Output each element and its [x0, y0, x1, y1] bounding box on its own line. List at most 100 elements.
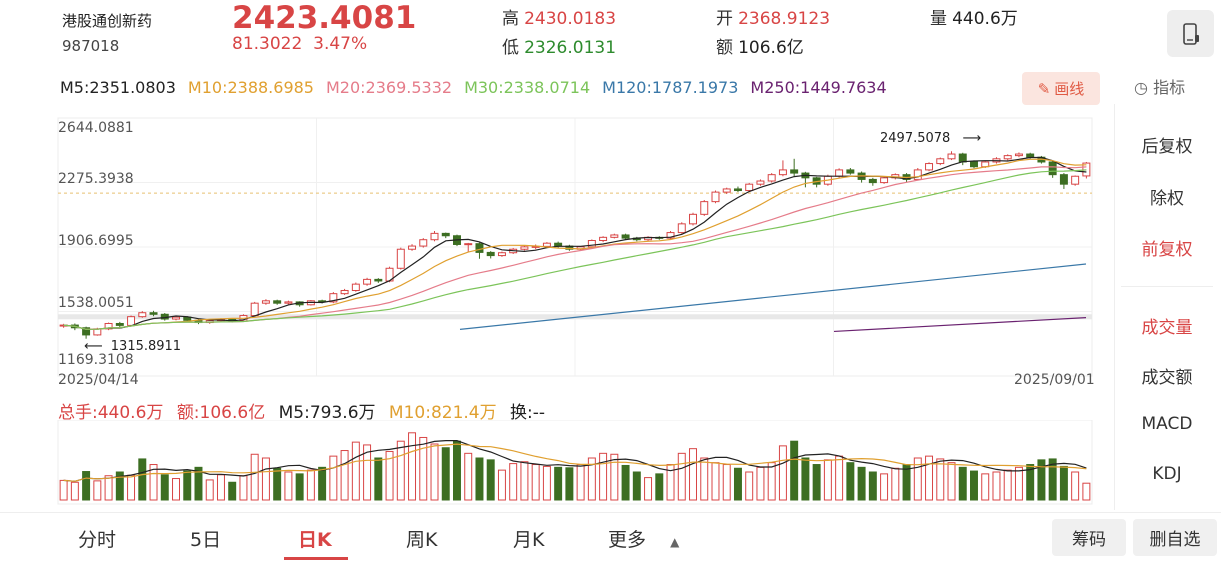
- candle: [711, 191, 720, 203]
- indicator-button[interactable]: ◷ 指标: [1134, 74, 1185, 98]
- candle: [958, 153, 967, 163]
- ma-legend-item: M30:2338.0714: [464, 78, 591, 97]
- volume-bar: [273, 467, 282, 501]
- volume-bar: [970, 470, 978, 501]
- volume-bar: [868, 471, 877, 501]
- kline-chart[interactable]: [0, 104, 1110, 394]
- y-label-3: 1906.6995: [58, 233, 134, 249]
- tab-daily-k[interactable]: 日K: [298, 529, 332, 551]
- volume-frame: [57, 420, 1093, 505]
- volume-indicator-button[interactable]: 成交量: [1141, 318, 1193, 338]
- tab-intraday[interactable]: 分时: [78, 529, 117, 551]
- volume-bar: [531, 464, 540, 501]
- candle: [936, 158, 945, 165]
- volume-bar: [587, 457, 596, 501]
- volume-bar: [902, 464, 911, 501]
- volume-bar: [1037, 459, 1046, 501]
- volume-bar: [441, 447, 450, 501]
- ma-line: [63, 158, 1087, 330]
- change-pct: 3.47%: [313, 34, 368, 54]
- volume-bar: [419, 436, 428, 501]
- volume-bar: [172, 478, 180, 501]
- candle: [284, 301, 293, 304]
- candle: [408, 245, 417, 250]
- volume-chart[interactable]: [0, 420, 1110, 510]
- candle: [745, 183, 754, 192]
- candle: [689, 213, 697, 225]
- tab-5day[interactable]: 5日: [190, 529, 222, 551]
- volume-bar: [542, 465, 551, 501]
- volume-bar: [857, 466, 866, 501]
- total-hands: 总手:440.6万: [58, 403, 164, 423]
- volume-bar: [374, 457, 383, 501]
- volume-bar: [801, 457, 810, 501]
- volume-bar: [239, 475, 248, 501]
- candle: [464, 243, 473, 246]
- start-date: 2025/04/14: [58, 372, 139, 388]
- candle: [363, 278, 372, 285]
- remove-watchlist-button[interactable]: 删自选: [1133, 519, 1217, 556]
- candle: [554, 242, 563, 247]
- volume-bar: [306, 469, 315, 501]
- open-stat: 开 2368.9123: [716, 4, 830, 29]
- volume-value: 440.6万: [952, 9, 1018, 29]
- volume-bar: [408, 432, 417, 501]
- low-label: 低: [502, 38, 519, 58]
- candle: [1003, 155, 1012, 160]
- volume-bar: [891, 467, 900, 501]
- amount-indicator-button[interactable]: 成交额: [1141, 368, 1193, 388]
- volume-bar: [127, 474, 136, 501]
- volume-bar: [228, 481, 237, 501]
- ma-legend-item: M20:2369.5332: [325, 78, 453, 97]
- candle: [250, 302, 259, 317]
- volume-bar: [913, 457, 922, 501]
- high-stat: 高 2430.0183: [502, 4, 616, 29]
- candle: [82, 327, 91, 336]
- volume-amount: 额:106.6亿: [176, 403, 266, 423]
- volume-bar: [677, 452, 686, 501]
- candle: [1082, 162, 1091, 177]
- volume-bar: [194, 466, 203, 501]
- draw-line-button[interactable]: ✎ 画线: [1022, 72, 1100, 105]
- volume-ma-line: [63, 440, 1087, 482]
- volume-bar: [981, 473, 990, 501]
- candle: [868, 178, 877, 184]
- y-label-2: 2275.3938: [58, 171, 134, 187]
- volume-bar: [183, 470, 192, 501]
- adjust-exright-button[interactable]: 除权: [1150, 189, 1184, 209]
- tab-monthly-k[interactable]: 月K: [513, 529, 545, 551]
- candle: [149, 312, 158, 315]
- kdj-indicator-button[interactable]: KDJ: [1152, 464, 1182, 484]
- panel-divider: [1121, 286, 1213, 287]
- candle: [475, 243, 484, 253]
- chips-button[interactable]: 筹码: [1052, 519, 1126, 556]
- macd-indicator-button[interactable]: MACD: [1141, 414, 1193, 434]
- candle: [1059, 174, 1068, 185]
- pencil-icon: ✎: [1037, 79, 1051, 98]
- caret-up-icon: ▲: [670, 535, 680, 549]
- volume-bar: [1014, 466, 1023, 501]
- volume-bar: [1059, 465, 1068, 501]
- volume-bar: [992, 471, 1001, 501]
- volume-bar: [745, 471, 754, 501]
- candle: [677, 223, 686, 234]
- candle: [172, 316, 180, 320]
- tab-more[interactable]: 更多 ▲: [608, 525, 679, 552]
- volume-bar: [689, 448, 697, 501]
- phone-icon: [1182, 22, 1199, 45]
- candle: [846, 169, 855, 174]
- tab-weekly-k[interactable]: 周K: [406, 529, 438, 551]
- adjust-forward-button[interactable]: 前复权: [1141, 240, 1193, 260]
- period-tabs: 分时 5日 日K 周K 月K 更多 ▲ 筹码 删自选: [0, 512, 1221, 562]
- candle: [756, 180, 765, 185]
- active-tab-indicator: [284, 557, 348, 560]
- stock-name: 港股通创新药: [62, 12, 153, 30]
- candle: [666, 232, 675, 239]
- volume-bar: [823, 459, 832, 501]
- calculator-button[interactable]: [1167, 10, 1214, 57]
- adjust-back-button[interactable]: 后复权: [1141, 137, 1193, 157]
- ma-legend-item: M250:1449.7634: [750, 78, 887, 97]
- candle: [767, 174, 776, 182]
- volume-bar: [509, 463, 518, 501]
- price-change: 81.3022 3.47%: [232, 34, 367, 54]
